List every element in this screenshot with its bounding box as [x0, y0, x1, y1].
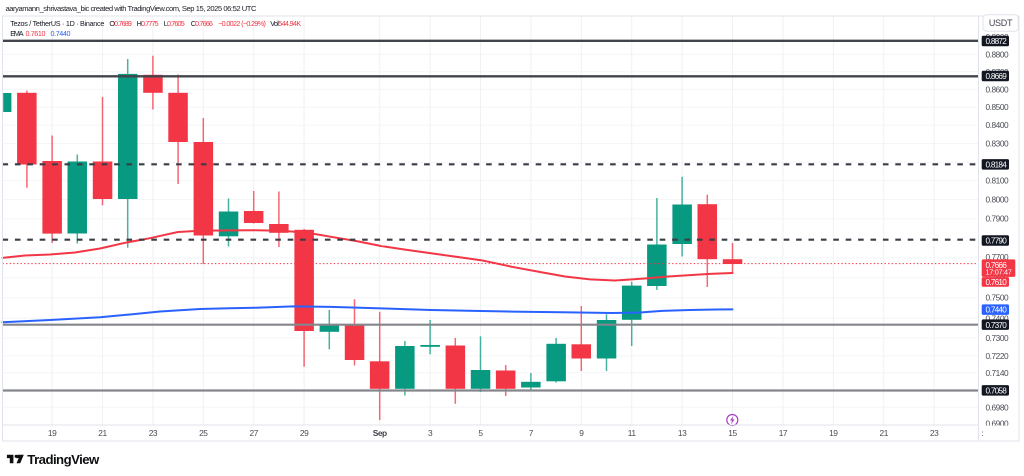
svg-text:EMA: EMA	[10, 29, 24, 38]
svg-text:0.7440: 0.7440	[51, 29, 71, 38]
svg-text:C0.7666: C0.7666	[191, 19, 213, 28]
svg-text:0.8872: 0.8872	[986, 37, 1008, 46]
svg-text:0.7370: 0.7370	[986, 321, 1008, 330]
svg-text:23: 23	[149, 428, 158, 438]
svg-text:0.6900: 0.6900	[986, 419, 1010, 429]
svg-text:0.7500: 0.7500	[986, 293, 1010, 303]
svg-text:H0.7775: H0.7775	[137, 19, 159, 28]
svg-text:7: 7	[529, 428, 534, 438]
svg-text:27: 27	[249, 428, 258, 438]
svg-text:11: 11	[628, 428, 637, 438]
svg-text:0.8669: 0.8669	[986, 72, 1008, 81]
svg-text:5: 5	[478, 428, 483, 438]
svg-text:25: 25	[199, 428, 208, 438]
svg-text:19: 19	[48, 428, 57, 438]
svg-text:0.7220: 0.7220	[986, 351, 1010, 361]
svg-text:0.8800: 0.8800	[986, 49, 1010, 59]
svg-text:0.7610: 0.7610	[26, 29, 46, 38]
svg-text:aaryamann_shrivastava_bic crea: aaryamann_shrivastava_bic created with T…	[6, 4, 257, 13]
svg-text:0.8184: 0.8184	[986, 160, 1008, 169]
svg-text:0.8300: 0.8300	[986, 139, 1010, 149]
svg-text:3: 3	[428, 428, 433, 438]
svg-text:0.7058: 0.7058	[986, 387, 1008, 396]
svg-text:0.7300: 0.7300	[986, 333, 1010, 343]
svg-text:0.8400: 0.8400	[986, 120, 1010, 130]
svg-text:13: 13	[678, 428, 687, 438]
svg-text:Sep: Sep	[373, 428, 387, 438]
svg-text:O0.7689: O0.7689	[109, 19, 131, 28]
svg-text:0.7610: 0.7610	[986, 278, 1008, 287]
svg-text:0.8500: 0.8500	[986, 102, 1010, 112]
svg-text:29: 29	[300, 428, 309, 438]
svg-text:TradingView: TradingView	[27, 452, 100, 467]
svg-text:0.7666: 0.7666	[986, 261, 1008, 270]
svg-text:0.7400: 0.7400	[986, 313, 1010, 323]
svg-text:21: 21	[879, 428, 888, 438]
svg-text:Tezos / TetherUS · 1D · Binanc: Tezos / TetherUS · 1D · Binance	[10, 19, 104, 28]
svg-text::: :	[982, 428, 984, 438]
svg-text:21: 21	[98, 428, 107, 438]
svg-text:0.7900: 0.7900	[986, 214, 1010, 224]
svg-text:0.8000: 0.8000	[986, 195, 1010, 205]
svg-text:L0.7605: L0.7605	[164, 19, 185, 28]
svg-text:9: 9	[579, 428, 584, 438]
svg-text:17:07:47: 17:07:47	[986, 267, 1012, 276]
svg-text:0.7440: 0.7440	[986, 306, 1008, 315]
svg-text:USDT: USDT	[989, 18, 1013, 28]
svg-text:0.8600: 0.8600	[986, 84, 1010, 94]
svg-text:−0.0022 (−0.29%): −0.0022 (−0.29%)	[218, 19, 265, 28]
svg-text:0.7790: 0.7790	[986, 237, 1008, 246]
svg-text:0.6980: 0.6980	[986, 403, 1010, 413]
svg-text:0.8100: 0.8100	[986, 176, 1010, 186]
svg-text:0.7140: 0.7140	[986, 368, 1010, 378]
svg-text:19: 19	[829, 428, 838, 438]
svg-text:23: 23	[930, 428, 939, 438]
svg-text:15: 15	[728, 428, 737, 438]
svg-text:0.7700: 0.7700	[986, 252, 1010, 262]
svg-text:17: 17	[779, 428, 788, 438]
svg-text:Vol544.94K: Vol544.94K	[270, 19, 301, 28]
